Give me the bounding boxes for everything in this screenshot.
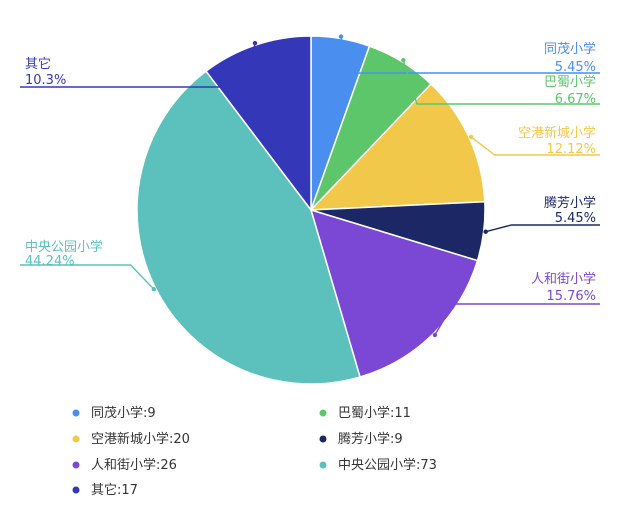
legend-item-4[interactable]: 人和街小学:26 [72,457,177,473]
legend-item-2[interactable]: 空港新城小学:20 [72,431,190,447]
slice-5-percent: 44.24% [25,254,75,269]
legend-item-3[interactable]: 腾芳小学:9 [319,431,403,447]
legend-label-6: 其它:17 [91,482,138,498]
slice-6-percent: 10.3% [25,73,66,88]
slice-4-leader-line [434,303,600,336]
legend-label-3: 腾芳小学:9 [338,431,403,447]
slice-3-leader-line [485,224,600,233]
legend-label-5: 中央公园小学:73 [338,457,437,473]
slice-2-percent: 12.12% [546,142,596,157]
slice-5-label: 中央公园小学 [25,239,103,255]
slice-0-leader-line [340,36,600,74]
legend-item-5[interactable]: 中央公园小学:73 [319,457,437,473]
legend-item-0[interactable]: 同茂小学:9 [72,405,156,421]
slice-2-label: 空港新城小学 [518,125,596,141]
slice-0-label: 同茂小学 [544,41,596,57]
legend: 同茂小学:9 巴蜀小学:11 空港新城小学:20 腾芳小学:9 人和街小学:26 中央公园… [72,405,437,498]
slice-1-leader-line [402,59,600,105]
legend-marker-1 [319,409,327,417]
slice-6-label: 其它 [25,56,51,72]
slice-1-label: 巴蜀小学 [544,74,596,90]
legend-marker-6 [72,486,80,494]
leader-lines [20,34,600,338]
slice-3-leader-dot [483,229,488,234]
legend-item-1[interactable]: 巴蜀小学:11 [319,405,411,421]
legend-label-1: 巴蜀小学:11 [338,405,411,421]
slice-4-label: 人和街小学 [531,271,596,287]
slice-6-leader-dot [252,40,258,46]
slice-0-leader-dot [338,34,344,39]
legend-marker-0 [72,409,80,417]
legend-marker-5 [319,461,327,469]
slice-1-percent: 6.67% [555,92,596,107]
legend-item-6[interactable]: 其它:17 [72,482,138,498]
slice-5-leader-dot [151,287,156,292]
slice-3-percent: 5.45% [555,211,596,226]
slice-2-leader-dot [468,134,474,140]
slice-6-leader-line [20,42,256,88]
legend-label-0: 同茂小学:9 [91,405,156,421]
pie-slices [136,35,486,385]
legend-label-4: 人和街小学:26 [91,457,177,473]
slice-3-label: 腾芳小学 [544,195,596,211]
slice-labels: 同茂小学5.45%巴蜀小学6.67%空港新城小学12.12%腾芳小学5.45%人… [25,41,596,304]
slice-4-percent: 15.76% [546,289,596,304]
legend-label-2: 空港新城小学:20 [91,431,190,447]
legend-marker-3 [319,435,327,443]
slice-0-percent: 5.45% [555,60,596,75]
slice-5-leader-line [20,264,155,290]
slice-1-leader-dot [401,58,406,63]
legend-marker-2 [72,435,80,443]
legend-marker-4 [72,461,80,469]
slice-2-leader-line [470,136,600,156]
slice-4-leader-dot [432,332,438,338]
